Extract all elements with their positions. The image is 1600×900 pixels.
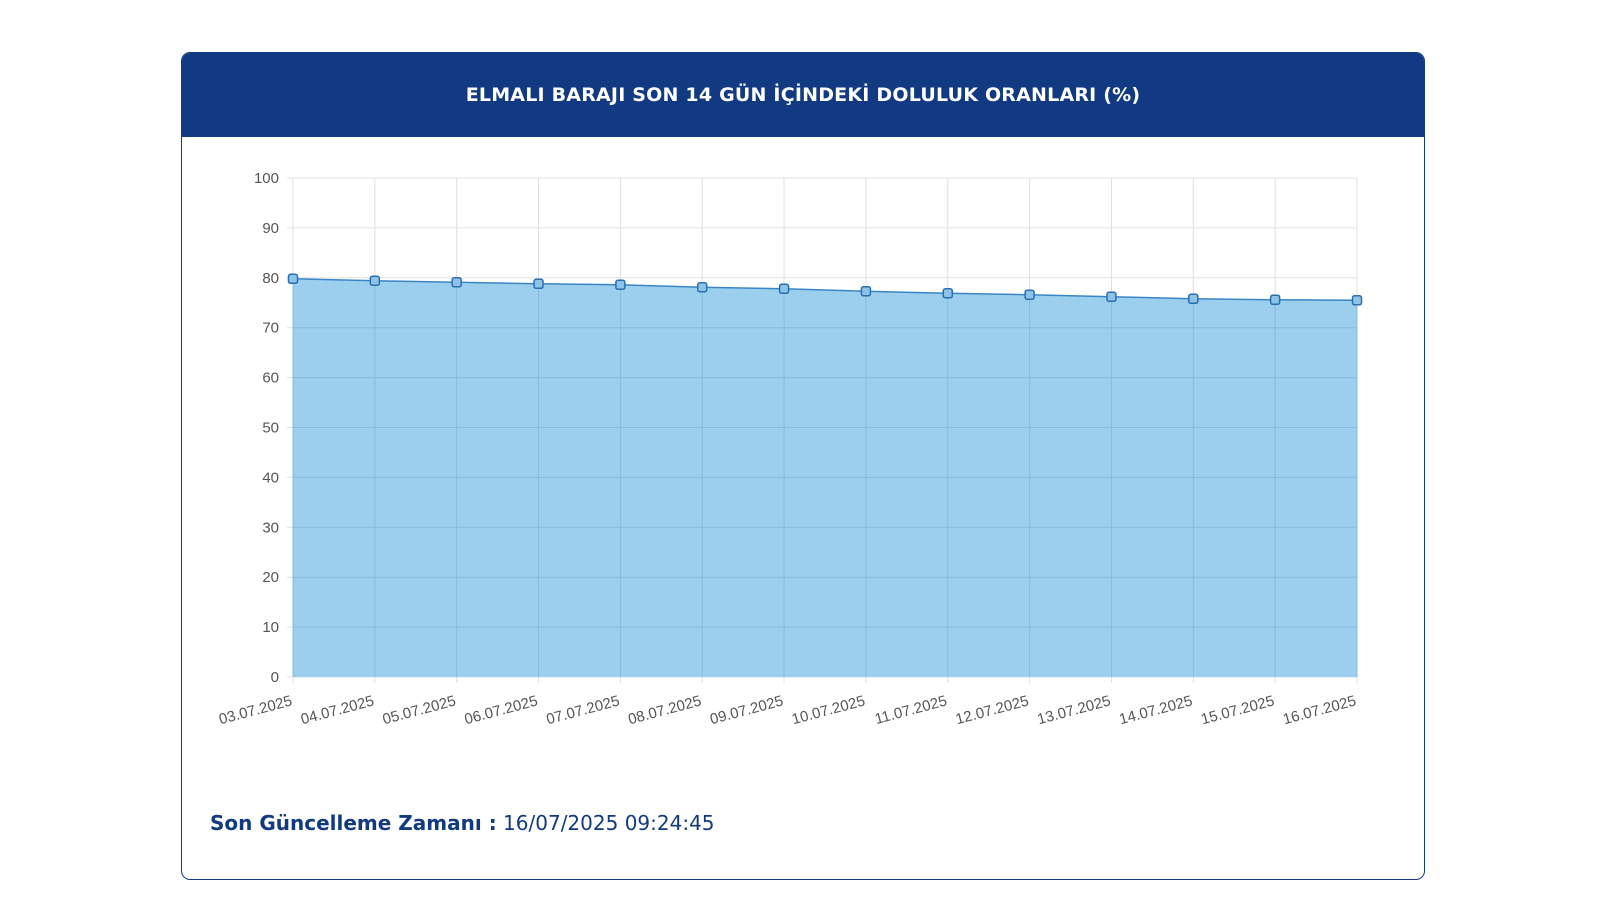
data-point — [1106, 291, 1117, 303]
x-tick-label: 04.07.2025 — [299, 692, 376, 728]
data-point — [942, 288, 954, 299]
data-point — [696, 282, 708, 293]
data-point — [615, 279, 626, 291]
last-update-value: 16/07/2025 09:24:45 — [496, 811, 715, 835]
data-point — [1188, 293, 1199, 305]
x-tick-label: 13.07.2025 — [1036, 692, 1113, 728]
x-tick-label: 06.07.2025 — [463, 692, 540, 728]
x-tick-label: 08.07.2025 — [626, 692, 703, 728]
data-point — [451, 277, 462, 288]
x-tick-label: 10.07.2025 — [790, 692, 867, 728]
x-tick-label: 12.07.2025 — [954, 692, 1031, 728]
series-line — [292, 278, 1358, 302]
y-tick-label: 30 — [262, 519, 279, 536]
y-tick-label: 70 — [262, 320, 279, 337]
x-tick-label: 16.07.2025 — [1281, 692, 1358, 728]
area-chart: 0 10 20 30 40 50 60 70 80 90 100 03.07.2025 04.07.20… — [217, 170, 1363, 728]
x-tick-label: 03.07.2025 — [217, 692, 294, 728]
data-point — [287, 273, 299, 285]
chart-title: ELMALI BARAJI SON 14 GÜN İÇİNDEKİ DOLULU… — [465, 84, 1141, 106]
data-point — [1024, 289, 1035, 301]
chart-area: 0 10 20 30 40 50 60 70 80 90 100 03.07.2025 04.07.20… — [182, 137, 1423, 787]
data-point — [860, 286, 872, 297]
data-point — [369, 275, 381, 287]
y-tick-label: 20 — [262, 569, 279, 586]
y-tick-label: 0 — [271, 669, 279, 686]
chart-header: ELMALI BARAJI SON 14 GÜN İÇİNDEKİ DOLULU… — [182, 53, 1424, 137]
x-tick-label: 07.07.2025 — [545, 692, 622, 728]
x-tick-label: 15.07.2025 — [1199, 692, 1276, 728]
last-update-label: Son Güncelleme Zamanı : — [210, 811, 497, 835]
chart-card: ELMALI BARAJI SON 14 GÜN İÇİNDEKİ DOLULU… — [181, 52, 1425, 880]
x-tick-label: 05.07.2025 — [381, 692, 458, 728]
data-point — [778, 283, 790, 295]
y-tick-label: 90 — [262, 220, 279, 237]
y-tick-label: 50 — [262, 420, 279, 437]
x-tick-label: 11.07.2025 — [873, 692, 949, 728]
y-tick-label: 60 — [262, 370, 279, 387]
data-point — [1351, 295, 1363, 306]
y-tick-label: 100 — [254, 170, 279, 187]
y-tick-label: 80 — [262, 270, 279, 287]
data-point — [1269, 294, 1281, 306]
x-tick-label: 09.07.2025 — [708, 692, 785, 728]
y-tick-label: 10 — [262, 619, 279, 636]
last-update: Son Güncelleme Zamanı : 16/07/2025 09:24… — [210, 811, 715, 835]
y-tick-label: 40 — [262, 469, 279, 486]
data-point — [533, 278, 544, 290]
x-tick-label: 14.07.2025 — [1117, 692, 1194, 728]
